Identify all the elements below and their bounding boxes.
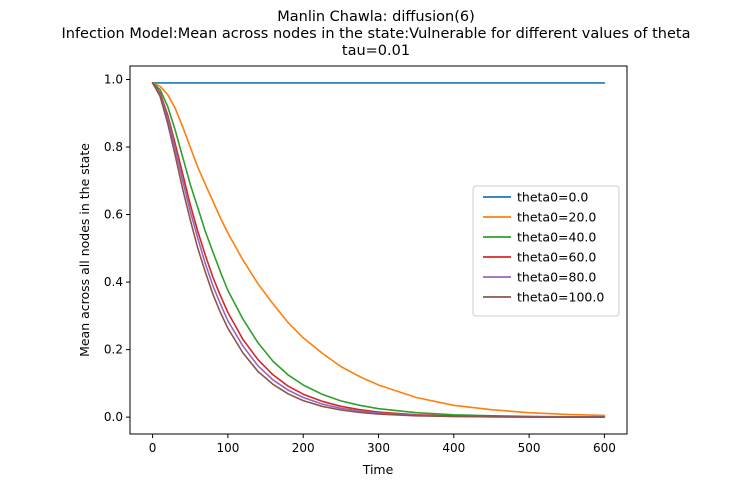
- y-tick-label: 0.4: [104, 275, 123, 289]
- legend: theta0=0.0 theta0=20.0 theta0=40.0 theta0=6…: [472, 185, 620, 317]
- axis-ticks: 0 100 200 300 400 500 600 0.0 0.2 0.4 0.6 0.8 1.0: [104, 73, 616, 455]
- legend-label: theta0=40.0: [517, 230, 596, 245]
- y-tick-label: 0.6: [104, 208, 123, 222]
- x-axis-label: Time: [362, 462, 394, 477]
- chart-title: Manlin Chawla: diffusion(6): [277, 9, 475, 25]
- x-tick-label: 400: [442, 441, 465, 455]
- legend-box: [472, 185, 620, 317]
- y-tick-label: 0.2: [104, 343, 123, 357]
- series-line-1: [151, 82, 606, 417]
- y-axis-label: Mean across all nodes in the state: [77, 143, 92, 357]
- series-lines: [151, 82, 606, 418]
- y-tick-label: 0.8: [104, 140, 123, 154]
- legend-label: theta0=80.0: [517, 270, 596, 285]
- chart-subtitle-tau: tau=0.01: [342, 43, 410, 59]
- legend-label: theta0=60.0: [517, 250, 596, 265]
- x-tick-label: 600: [593, 441, 616, 455]
- y-tick-label: 1.0: [104, 73, 123, 87]
- x-tick-label: 200: [292, 441, 315, 455]
- chart-subtitle: Infection Model:Mean across nodes in the…: [61, 26, 690, 42]
- x-tick-label: 0: [149, 441, 157, 455]
- legend-label: theta0=0.0: [517, 190, 588, 205]
- legend-label: theta0=20.0: [517, 210, 596, 225]
- legend-label: theta0=100.0: [517, 290, 604, 305]
- series-line-5: [151, 82, 606, 418]
- x-tick-label: 500: [518, 441, 541, 455]
- y-tick-label: 0.0: [104, 410, 123, 424]
- series-line-2: [151, 82, 606, 418]
- x-tick-label: 300: [367, 441, 390, 455]
- x-tick-label: 100: [216, 441, 239, 455]
